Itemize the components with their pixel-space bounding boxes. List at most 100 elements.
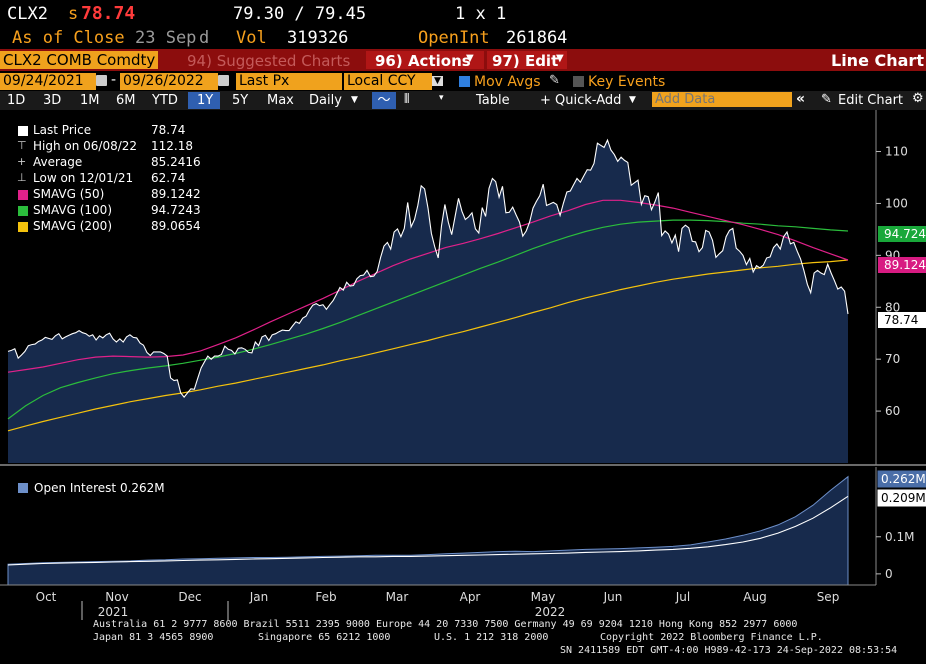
legend-name: Last Price <box>33 123 92 137</box>
footer: Australia 61 2 9777 8600 Brazil 5511 239… <box>0 618 926 664</box>
open-int-label: OpenInt <box>418 28 490 48</box>
oi-value-tag-bg <box>877 470 926 488</box>
pencil-icon[interactable]: ✎ <box>821 92 832 107</box>
chevron-down-icon[interactable]: ▼ <box>432 76 443 86</box>
mov-avgs-toggle[interactable]: Mov Avgs <box>459 74 541 90</box>
low-marker-icon: ⊥ <box>17 171 27 184</box>
period-select[interactable]: Daily <box>309 93 342 108</box>
chevron-down-icon[interactable]: ▼ <box>629 95 636 105</box>
oi-avg-value-tag-bg <box>877 489 926 507</box>
start-date-input[interactable]: 09/24/2021 <box>0 73 96 90</box>
x-tick-label: Jul <box>675 590 690 604</box>
quick-add-button[interactable]: + Quick-Add <box>540 93 622 108</box>
legend-value: 94.7243 <box>151 203 201 217</box>
series-line-2 <box>7 219 849 420</box>
bar-chart-icon[interactable]: ⫴ <box>404 92 410 107</box>
range-1m-button[interactable]: 1M <box>80 93 100 108</box>
chevron-down-icon[interactable]: ▼ <box>351 95 358 105</box>
legend-value: 62.74 <box>151 171 186 185</box>
footer-phones-line1: Australia 61 2 9777 8600 Brazil 5511 239… <box>93 619 798 630</box>
x-tick-label: Jun <box>603 590 623 604</box>
pencil-icon[interactable]: ✎ <box>549 73 560 88</box>
year-label: 2021 <box>98 605 129 619</box>
range-6m-button[interactable]: 6M <box>116 93 136 108</box>
edit-chart-button[interactable]: Edit Chart <box>838 93 904 108</box>
size: 1 x 1 <box>455 4 507 24</box>
gear-icon[interactable]: ⚙ <box>912 91 924 106</box>
legend-value: 89.1242 <box>151 187 201 201</box>
main-plot <box>7 138 849 463</box>
range-max-button[interactable]: Max <box>267 93 294 108</box>
checkbox-checked-icon[interactable] <box>459 76 470 87</box>
legend-swatch <box>18 126 28 136</box>
legend-value: 112.18 <box>151 139 193 153</box>
oi-legend-name: Open Interest <box>34 481 117 495</box>
open-int-value: 261864 <box>506 28 568 48</box>
range-ytd-button[interactable]: YTD <box>152 93 178 108</box>
legend-value: 85.2416 <box>151 155 201 169</box>
footer-copyright: Copyright 2022 Bloomberg Finance L.P. <box>600 632 823 643</box>
y-tick-label: 70 <box>885 352 900 366</box>
actions-button[interactable]: 96) Actions <box>375 52 471 70</box>
sma100-value-tag: 94.724 <box>884 227 926 241</box>
quote-subheader: As of Close 23 Sep d Vol 319326 OpenInt … <box>0 27 926 49</box>
legend-swatch <box>18 190 28 200</box>
calendar-icon[interactable] <box>218 75 229 86</box>
ticker: CLX2 <box>7 4 48 24</box>
range-3d-button[interactable]: 3D <box>43 93 62 108</box>
y-tick-label: 60 <box>885 404 900 418</box>
last-price: 78.74 <box>81 3 136 24</box>
oi-area <box>7 475 849 586</box>
oi-y-tick-label: 0 <box>885 567 893 581</box>
mov-avgs-label: Mov Avgs <box>474 74 541 90</box>
oi-avg-value-tag: 0.209M <box>881 491 926 505</box>
end-date-input[interactable]: 09/26/2022 <box>120 73 218 90</box>
range-active-bg <box>188 92 220 109</box>
price-line <box>7 138 849 398</box>
legend-row: SMAVG (50) 89.1242 <box>7 186 206 202</box>
oi-value-tag: 0.262M <box>881 472 926 486</box>
footer-phones-us: U.S. 1 212 318 2000 <box>434 632 549 643</box>
footer-phones-singapore: Singapore 65 6212 1000 <box>258 632 391 643</box>
checkbox-unchecked-icon[interactable] <box>573 76 584 87</box>
legend-value: 89.0654 <box>151 219 201 233</box>
suggested-charts-button[interactable]: 94) Suggested Charts <box>187 52 351 70</box>
key-events-toggle[interactable]: Key Events <box>573 74 665 90</box>
x-tick-label: Mar <box>386 590 409 604</box>
line-chart-icon[interactable]: 〜 <box>372 92 396 109</box>
edit-button[interactable]: 97) Edit <box>492 52 559 70</box>
table-button[interactable]: Table <box>476 93 510 108</box>
legend-swatch <box>18 206 28 216</box>
last-price-value-tag-bg <box>878 312 926 328</box>
range-1d-button[interactable]: 1D <box>7 93 26 108</box>
as-of-suffix: d <box>199 28 210 48</box>
sma50-value-tag-bg <box>878 257 926 273</box>
collapse-icon[interactable]: « <box>796 91 806 107</box>
price-prefix: s <box>68 4 79 24</box>
quote-header: CLX2 s 78.74 79.30 / 79.45 1 x 1 <box>0 0 926 27</box>
oi-legend-swatch <box>18 483 28 493</box>
legend-name: SMAVG (200) <box>33 219 113 233</box>
legend-row: ⊥ Low on 12/01/21 62.74 <box>7 170 206 186</box>
chevron-down-icon[interactable]: ▾ <box>439 93 444 103</box>
security-field[interactable]: CLX2 COMB Comdty <box>0 51 159 69</box>
key-events-label: Key Events <box>588 74 666 90</box>
legend-name: SMAVG (50) <box>33 187 105 201</box>
y-tick-label: 100 <box>885 196 908 210</box>
y-tick-label: 110 <box>885 145 908 159</box>
calendar-icon[interactable] <box>96 75 107 86</box>
x-tick-label: Dec <box>178 590 201 604</box>
field-select[interactable]: Last Px <box>236 73 342 90</box>
legend-row: Last Price 78.74 <box>7 122 206 138</box>
range-5y-button[interactable]: 5Y <box>232 93 249 108</box>
footer-session: SN 2411589 EDT GMT-4:00 H989-42-173 24-S… <box>560 645 898 656</box>
chevron-down-icon: ▼ <box>556 53 564 64</box>
as-of-label: As of Close <box>12 28 125 48</box>
series-line-1 <box>7 199 849 373</box>
x-tick-label: Feb <box>315 590 336 604</box>
chart-legend: Last Price 78.74 ⊤ High on 06/08/22 112.18 + A… <box>7 120 206 236</box>
currency-select[interactable]: Local CCY <box>344 73 432 90</box>
add-data-input[interactable] <box>652 92 792 107</box>
range-1y-button[interactable]: 1Y <box>197 93 214 108</box>
legend-row: SMAVG (200) 89.0654 <box>7 218 206 234</box>
